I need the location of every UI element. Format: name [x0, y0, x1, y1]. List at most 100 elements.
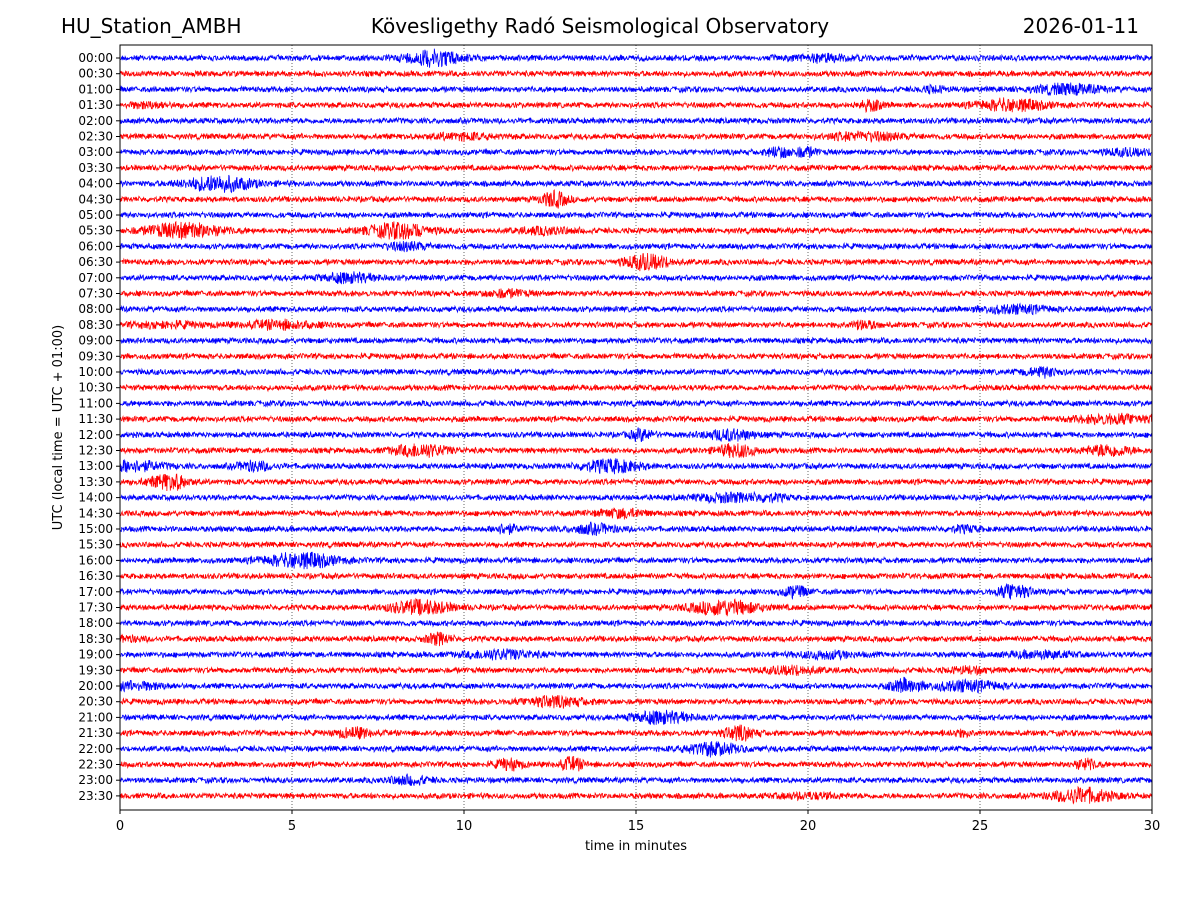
trace-05-30: [119, 220, 1153, 240]
trace-09-30: [119, 351, 1153, 361]
y-tick-label: 04:30: [78, 192, 113, 206]
trace-23-30: [119, 785, 1153, 805]
y-tick-label: 08:30: [78, 318, 113, 332]
y-tick-label: 07:30: [78, 287, 113, 301]
y-tick-label: 16:00: [78, 553, 113, 567]
trace-19-30: [119, 664, 1153, 676]
y-tick-label: 11:30: [78, 412, 113, 426]
trace-15-00: [119, 521, 1153, 536]
trace-12-00: [119, 427, 1153, 442]
y-tick-label: 09:30: [78, 349, 113, 363]
x-tick-label: 20: [800, 819, 817, 834]
trace-02-00: [119, 116, 1153, 126]
trace-01-30: [119, 97, 1153, 114]
y-tick-label: 07:00: [78, 271, 113, 285]
trace-11-00: [119, 399, 1153, 408]
trace-01-00: [119, 82, 1153, 96]
trace-17-00: [119, 582, 1153, 600]
date-label: 2026-01-11: [1022, 14, 1139, 38]
y-tick-label: 06:30: [78, 255, 113, 269]
trace-00-00: [119, 48, 1153, 68]
trace-21-00: [119, 709, 1153, 726]
trace-15-30: [120, 540, 1153, 550]
y-axis-label: UTC (local time = UTC + 01:00): [51, 325, 66, 530]
trace-00-30: [119, 69, 1153, 79]
y-tick-label: 16:30: [78, 569, 113, 583]
trace-02-30: [119, 130, 1153, 144]
trace-13-30: [119, 473, 1153, 492]
y-tick-label: 03:00: [78, 145, 113, 159]
x-tick-label: 5: [288, 819, 296, 834]
y-tick-label: 10:30: [78, 381, 113, 395]
trace-22-30: [119, 755, 1153, 772]
trace-06-00: [119, 240, 1153, 253]
x-tick-label: 15: [628, 819, 645, 834]
trace-23-00: [119, 773, 1153, 787]
trace-03-30: [119, 163, 1153, 173]
y-tick-label: 23:00: [78, 773, 113, 787]
trace-16-00: [119, 551, 1153, 570]
y-tick-label: 20:00: [78, 679, 113, 693]
trace-14-00: [119, 490, 1153, 505]
x-tick-label: 25: [972, 819, 989, 834]
y-tick-label: 12:00: [78, 428, 113, 442]
trace-14-30: [119, 507, 1153, 520]
trace-03-00: [119, 145, 1153, 160]
trace-11-30: [119, 412, 1153, 426]
y-tick-label: 08:00: [78, 302, 113, 316]
y-tick-label: 17:30: [78, 601, 113, 615]
y-tick-label: 05:00: [78, 208, 113, 222]
y-tick-label: 18:00: [78, 616, 113, 630]
y-tick-label: 15:30: [78, 538, 113, 552]
y-tick-label: 11:00: [78, 396, 113, 410]
y-tick-label: 12:30: [78, 444, 113, 458]
trace-07-30: [119, 288, 1153, 299]
y-tick-label: 04:00: [78, 177, 113, 191]
trace-20-30: [119, 694, 1153, 709]
trace-16-30: [119, 571, 1153, 581]
y-tick-label: 17:00: [78, 585, 113, 599]
y-tick-label: 13:00: [78, 459, 113, 473]
y-tick-label: 19:00: [78, 648, 113, 662]
trace-13-00: [119, 458, 1153, 475]
y-tick-label: 14:00: [78, 491, 113, 505]
trace-08-30: [119, 318, 1153, 331]
y-tick-label: 02:30: [78, 130, 113, 144]
y-tick-label: 03:30: [78, 161, 113, 175]
y-tick-label: 22:00: [78, 742, 113, 756]
y-tick-label: 15:00: [78, 522, 113, 536]
y-tick-label: 09:00: [78, 334, 113, 348]
trace-20-00: [119, 676, 1153, 694]
y-tick-label: 19:30: [78, 663, 113, 677]
y-tick-label: 06:00: [78, 239, 113, 253]
trace-17-30: [119, 597, 1153, 617]
y-tick-label: 05:30: [78, 224, 113, 238]
y-tick-label: 14:30: [78, 506, 113, 520]
trace-10-30: [119, 383, 1153, 393]
x-tick-label: 0: [116, 819, 124, 834]
y-tick-label: 22:30: [78, 758, 113, 772]
trace-09-00: [119, 336, 1152, 346]
trace-04-00: [119, 174, 1153, 194]
y-tick-label: 21:00: [78, 710, 113, 724]
y-tick-label: 13:30: [78, 475, 113, 489]
x-tick-label: 10: [456, 819, 473, 834]
trace-18-30: [119, 631, 1153, 647]
trace-07-00: [119, 271, 1153, 285]
trace-21-30: [119, 724, 1153, 742]
trace-12-30: [119, 443, 1153, 459]
station-label: HU_Station_AMBH: [61, 14, 242, 38]
y-tick-label: 01:30: [78, 98, 113, 112]
trace-05-00: [119, 210, 1153, 220]
trace-10-00: [119, 365, 1153, 379]
y-tick-label: 20:30: [78, 695, 113, 709]
y-tick-label: 00:30: [78, 67, 113, 81]
y-tick-label: 10:00: [78, 365, 113, 379]
y-tick-label: 23:30: [78, 789, 113, 803]
trace-06-30: [119, 253, 1153, 272]
trace-04-30: [119, 189, 1153, 209]
y-tick-label: 00:00: [78, 51, 113, 65]
x-tick-label: 30: [1144, 819, 1161, 834]
trace-22-00: [119, 741, 1153, 758]
